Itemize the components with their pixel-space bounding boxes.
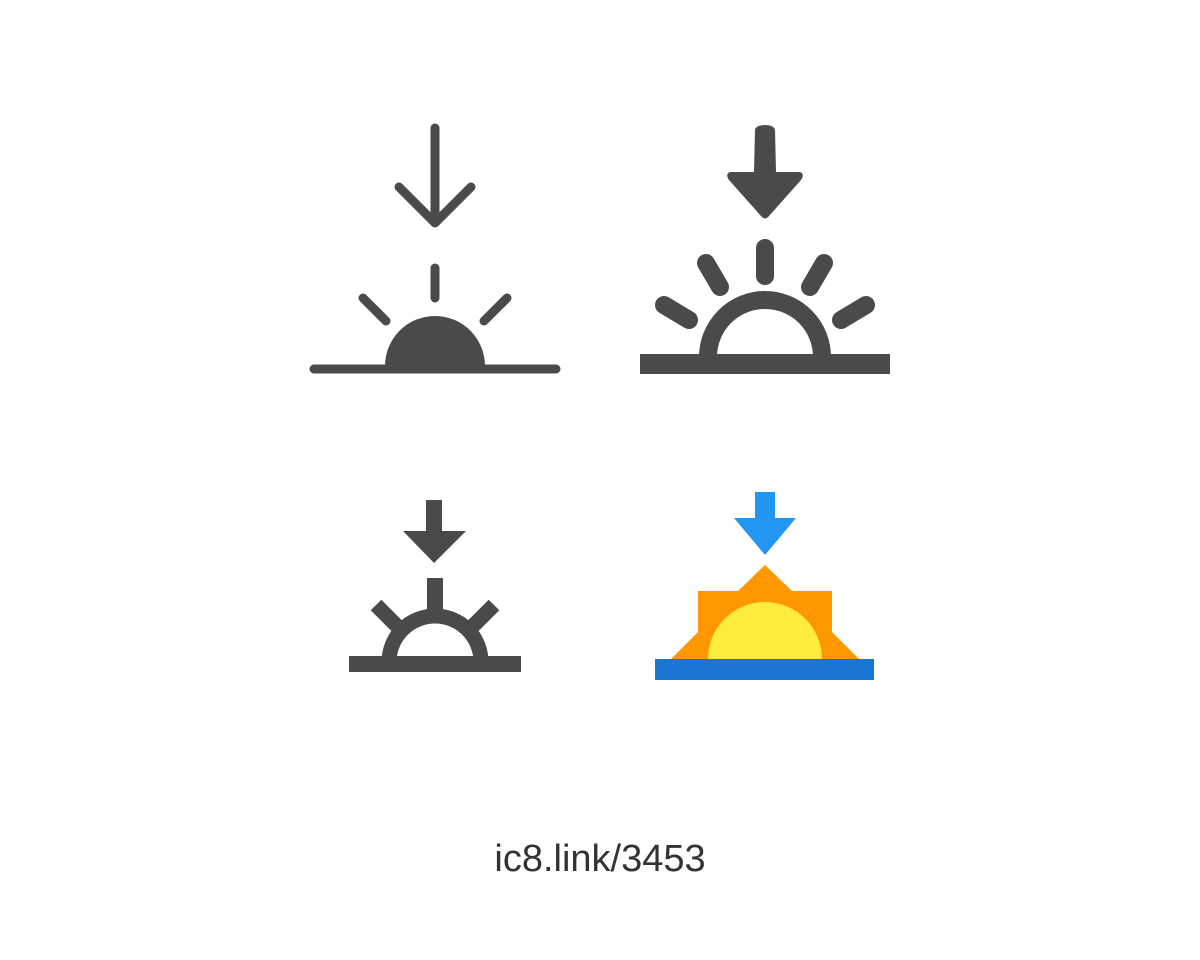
sunset-square-icon [349,500,521,672]
sunset-color-icon [655,492,874,680]
sunset-bold-icon [640,125,890,374]
link-caption[interactable]: ic8.link/3453 [494,838,706,880]
sunset-thin-icon [309,123,561,374]
